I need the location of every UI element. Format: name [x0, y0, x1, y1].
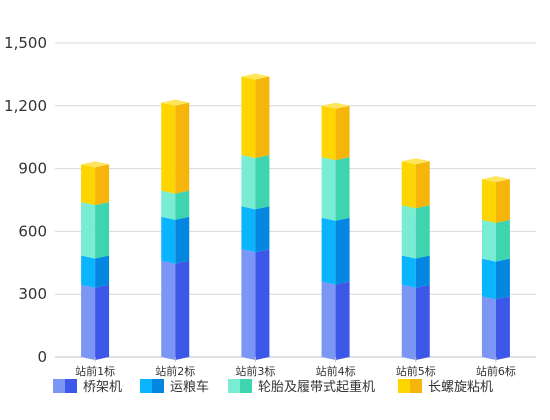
bar-segment [321, 157, 336, 221]
bar-segment-side [495, 296, 510, 360]
bar-segment-side [495, 219, 510, 262]
legend-swatch-side [152, 379, 164, 393]
bar-top-cap [161, 99, 190, 106]
legend-swatch-side [65, 379, 77, 393]
bar-segment-side [415, 284, 430, 360]
x-tick-label: 站前3标 [235, 364, 275, 378]
x-tick-label: 站前1标 [75, 364, 115, 378]
bar-segment-side [335, 105, 350, 161]
bar-stack [481, 176, 510, 360]
bar-segment [401, 284, 416, 360]
bar-segment-side [255, 76, 270, 158]
bar-segment [241, 154, 256, 210]
bar-segment-side [95, 164, 110, 206]
legend-label: 长螺旋粘机 [428, 380, 493, 395]
bar-segment [161, 216, 176, 264]
bar-stack [161, 99, 190, 360]
bar-segment-side [95, 284, 110, 360]
bar-segment [81, 255, 96, 288]
x-axis: 站前1标 站前2标 站前3标 站前4标 站前5标 站前6标 [75, 357, 516, 378]
legend-swatch [228, 379, 240, 393]
y-tick-label: 900 [18, 160, 47, 178]
bars [81, 73, 510, 360]
bar-segment-side [335, 157, 350, 221]
legend-label: 桥架机 [83, 380, 122, 395]
bar-segment-side [415, 161, 430, 209]
bar-segment-side [495, 258, 510, 300]
legend-swatch-side [240, 379, 252, 393]
legend-swatch [398, 379, 410, 393]
bar-segment [81, 284, 96, 360]
bar-top-cap [481, 176, 510, 183]
x-tick-label: 站前4标 [316, 364, 356, 378]
legend-label: 运粮车 [170, 379, 209, 395]
bar-segment [321, 105, 336, 161]
bar-segment-side [255, 249, 270, 360]
y-tick-label: 1,500 [4, 34, 47, 52]
bar-segment-side [175, 216, 190, 264]
bar-segment-side [175, 102, 190, 194]
bar-segment-side [335, 281, 350, 360]
legend-item[interactable]: 轮胎及履带式起重机 [228, 379, 375, 395]
bar-top-cap [241, 73, 270, 80]
bar-segment-side [255, 206, 270, 253]
bar-segment [481, 179, 496, 223]
bar-segment [161, 102, 176, 194]
x-tick-label: 站前2标 [155, 364, 195, 378]
bar-segment-side [495, 179, 510, 223]
bar-top-cap [401, 158, 430, 165]
bar-segment-side [415, 255, 430, 288]
y-axis: 0 300 600 900 1,200 1,500 [4, 34, 47, 366]
x-tick-label: 站前6标 [476, 364, 516, 378]
bar-stack [401, 158, 430, 360]
x-tick-label: 站前5标 [396, 364, 436, 378]
bar-segment [161, 190, 176, 220]
y-tick-label: 0 [37, 348, 47, 366]
bar-segment [481, 219, 496, 262]
y-tick-label: 300 [18, 285, 47, 303]
legend-label: 轮胎及履带式起重机 [258, 379, 375, 395]
bar-segment [241, 76, 256, 158]
bar-top-cap [81, 161, 110, 168]
bar-segment [481, 296, 496, 360]
bar-segment [241, 206, 256, 253]
bar-segment-side [175, 190, 190, 220]
bar-segment [161, 260, 176, 360]
gridlines [55, 42, 536, 358]
bar-segment-side [95, 202, 110, 259]
bar-segment [241, 249, 256, 360]
bar-segment-side [415, 205, 430, 259]
bar-segment [481, 258, 496, 300]
bar-segment [401, 205, 416, 259]
bar-segment-side [255, 154, 270, 210]
bar-segment-side [175, 260, 190, 360]
bar-stack [321, 102, 350, 360]
bar-segment [401, 255, 416, 288]
legend-item[interactable]: 长螺旋粘机 [398, 379, 493, 395]
bar-segment [401, 161, 416, 209]
bar-segment-side [95, 255, 110, 288]
bar-segment [321, 217, 336, 285]
legend: 桥架机 运粮车 轮胎及履带式起重机 长螺旋粘机 [53, 379, 493, 395]
bar-stack [81, 161, 110, 360]
bar-segment-side [335, 217, 350, 285]
legend-swatch-side [410, 379, 422, 393]
bar-top-cap [321, 102, 350, 109]
bar-segment [81, 164, 96, 206]
legend-swatch [53, 379, 65, 393]
bar-segment [321, 281, 336, 360]
legend-swatch [140, 379, 152, 393]
bar-segment [81, 202, 96, 259]
bar-stack [241, 73, 270, 360]
legend-item[interactable]: 运粮车 [140, 379, 209, 395]
legend-item[interactable]: 桥架机 [53, 379, 122, 395]
y-tick-label: 600 [18, 222, 47, 240]
y-tick-label: 1,200 [4, 97, 47, 115]
